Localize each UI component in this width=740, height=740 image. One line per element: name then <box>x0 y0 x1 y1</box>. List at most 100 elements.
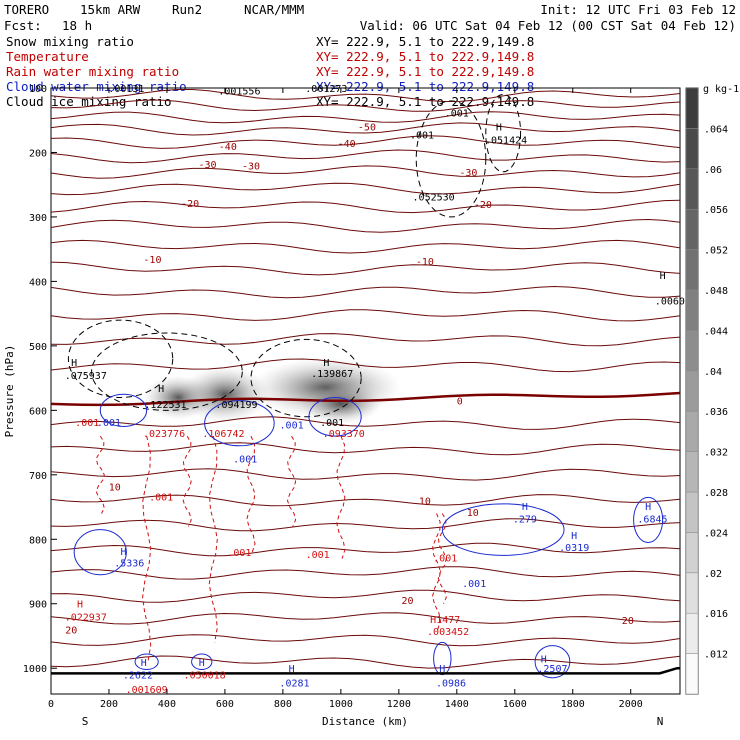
value-annotation: .00131 <box>108 84 144 95</box>
value-annotation: .0986 <box>436 678 466 689</box>
value-annotation: .001 <box>97 418 121 429</box>
end-label-south: S <box>82 715 89 728</box>
colorbar-swatch <box>685 451 699 493</box>
colorbar-swatch <box>685 87 699 129</box>
init-time: Init: 12 UTC Fri 03 Feb 12 <box>540 2 736 17</box>
cloud-water-contour <box>441 503 565 556</box>
isotherm-line <box>50 182 681 196</box>
field-xy: XY= 222.9, 5.1 to 222.9,149.8 <box>316 49 534 64</box>
x-tick-label: 400 <box>158 699 176 710</box>
value-annotation: H <box>439 664 445 675</box>
value-annotation: .001556 <box>218 87 260 98</box>
isotherm-label: -50 <box>358 123 376 134</box>
cloud-water-contour <box>134 653 159 671</box>
colorbar-tick-label: .02 <box>704 569 722 580</box>
colorbar-swatch <box>685 410 699 452</box>
value-annotation: .023776 <box>143 429 185 440</box>
field-name: Snow mixing ratio <box>6 34 134 49</box>
isotherm-label: -40 <box>219 142 237 153</box>
value-annotation: .050018 <box>184 671 226 682</box>
value-annotation: .075937 <box>65 371 107 382</box>
value-annotation: .051424 <box>485 136 527 147</box>
value-annotation: .6845 <box>637 515 667 526</box>
colorbar-tick-label: .044 <box>704 326 728 337</box>
y-axis-label: Pressure (hPa) <box>3 345 16 438</box>
isotherm-line <box>50 99 681 112</box>
value-annotation: H <box>289 664 295 675</box>
value-annotation: H <box>541 655 547 666</box>
cloud-water-contour <box>433 641 452 676</box>
valid-time: Valid: 06 UTC Sat 04 Feb 12 (00 CST Sat … <box>360 18 736 33</box>
value-annotation: H <box>323 358 329 369</box>
isotherm-line <box>50 542 681 557</box>
isotherm-line <box>50 285 681 299</box>
colorbar-swatch <box>685 653 699 695</box>
isotherm-line <box>50 494 681 507</box>
value-annotation: .022937 <box>65 613 107 624</box>
colorbar-swatch <box>685 330 699 372</box>
rain-contour <box>437 513 447 604</box>
value-annotation: .001 <box>410 130 434 141</box>
cloud-water-contour <box>73 529 127 576</box>
value-annotation: .001273 <box>305 84 347 95</box>
cloud-water-contour <box>633 496 664 543</box>
value-annotation: .001 <box>149 493 173 504</box>
plot-area: -50-40-40-30 -30-30-20 -20-10 -100101010202… <box>50 84 685 696</box>
isotherm-label: -30 <box>242 161 260 172</box>
x-tick-label: 2000 <box>619 699 643 710</box>
field-xy: XY= 222.9, 5.1 to 222.9,149.8 <box>316 64 534 79</box>
y-tick-label: 400 <box>29 277 47 288</box>
value-annotation: .001 <box>233 455 257 466</box>
isotherm-line <box>50 122 681 136</box>
value-annotation: .001 <box>462 579 486 590</box>
colorbar-swatch <box>685 168 699 210</box>
x-tick-label: 1400 <box>445 699 469 710</box>
isotherm-label: -10 <box>143 255 161 266</box>
value-annotation: .094199 <box>215 400 257 411</box>
value-annotation: .0281 <box>279 678 309 689</box>
value-annotation: .001609 <box>126 685 168 696</box>
value-annotation: .139867 <box>311 369 353 380</box>
y-tick-label: 300 <box>29 213 47 224</box>
isotherm-line <box>50 239 681 254</box>
colorbar-swatch <box>685 532 699 574</box>
rain-contour <box>208 435 218 643</box>
y-tick-label: 200 <box>29 148 47 159</box>
isotherm-line <box>50 358 681 373</box>
value-annotation: H <box>522 502 528 513</box>
colorbar-swatch <box>685 289 699 331</box>
x-tick-label: 0 <box>48 699 54 710</box>
isotherm-line <box>50 261 681 276</box>
isotherm-line <box>50 135 681 149</box>
colorbar-tick-label: .048 <box>704 286 728 297</box>
isotherm-line <box>50 518 681 532</box>
model-config: 15km ARW <box>80 2 141 17</box>
rain-contour <box>431 513 442 630</box>
isotherm-label: 10 <box>419 497 431 508</box>
colorbar-tick-label: .06 <box>704 165 722 176</box>
value-annotation: .5336 <box>114 558 144 569</box>
isotherm-label: 20 <box>65 626 77 637</box>
x-axis-label: Distance (km) <box>322 715 408 728</box>
y-tick-label: 100 <box>29 84 47 95</box>
colorbar: .012 .016 .02 .024 .028 .032 .036 .04 .044 .048 .0… <box>685 87 728 695</box>
isotherm-line <box>50 416 681 430</box>
isotherm-label: -20 <box>181 199 199 210</box>
value-annotation: H1477 <box>430 615 460 626</box>
field-name: Temperature <box>6 49 89 64</box>
isotherm-line <box>50 566 681 580</box>
isotherm-label: -40 <box>338 139 356 150</box>
value-annotation: .003452 <box>427 627 469 638</box>
value-annotation: .001 <box>445 108 469 119</box>
cloud-ice-contour <box>67 319 174 398</box>
colorbar-swatch <box>685 572 699 614</box>
value-annotation: H <box>141 658 147 669</box>
cloud-water-contour <box>191 653 213 671</box>
y-tick-label: 800 <box>29 535 47 546</box>
value-annotation: H <box>71 358 77 369</box>
isotherm-label: 10 <box>467 508 479 519</box>
x-tick-label: 1800 <box>561 699 585 710</box>
colorbar-unit: g kg-1 <box>703 84 739 95</box>
isotherm-label: 20 <box>622 616 634 627</box>
isotherm-line <box>50 612 681 625</box>
